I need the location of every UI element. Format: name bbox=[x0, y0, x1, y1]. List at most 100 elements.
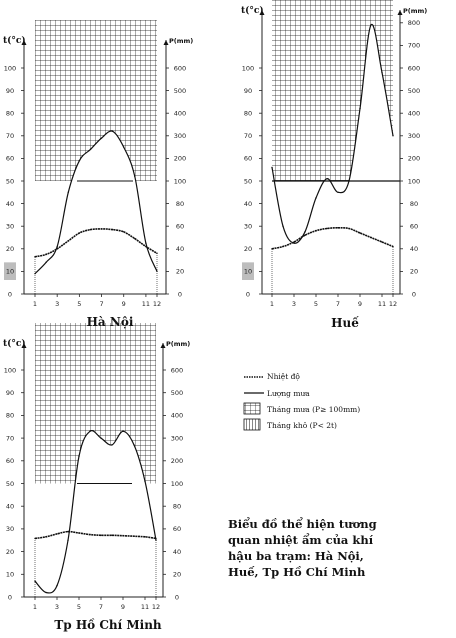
right-tick-label-20: 20 bbox=[410, 268, 418, 276]
temperature-point-2 bbox=[45, 536, 47, 538]
left-tick-label-0: 0 bbox=[8, 290, 12, 298]
x-tick-label-1: 1 bbox=[33, 603, 37, 611]
x-tick-label-3: 3 bbox=[55, 300, 59, 308]
temperature-point-2 bbox=[282, 245, 284, 248]
right-tick-label-0: 0 bbox=[175, 593, 179, 601]
right-tick-label-80: 80 bbox=[173, 503, 181, 511]
left-axis-arrow bbox=[21, 40, 27, 45]
x-tick-label-11: 11 bbox=[142, 300, 150, 308]
right-tick-label-40: 40 bbox=[176, 245, 184, 253]
temperature-point-11 bbox=[145, 245, 147, 248]
temperature-point-4 bbox=[67, 240, 69, 242]
left-tick-label-90: 90 bbox=[6, 87, 14, 95]
rainfall-point-10 bbox=[370, 24, 372, 26]
right-axis-arrow bbox=[160, 343, 166, 348]
right-tick-label-100: 100 bbox=[408, 177, 420, 185]
temperature-point-10 bbox=[133, 535, 135, 537]
left-tick-label-80: 80 bbox=[6, 412, 14, 420]
right-axis-title: P(mm) bbox=[166, 340, 190, 348]
left-tick-label-50: 50 bbox=[6, 177, 14, 185]
rainfall-point-5 bbox=[78, 455, 80, 457]
left-tick-label-0: 0 bbox=[246, 290, 250, 298]
legend-temperature-label: Nhiệt độ bbox=[267, 372, 300, 381]
caption-line-2: quan nhiệt ẩm của khí bbox=[228, 533, 374, 547]
temperature-point-4 bbox=[67, 530, 69, 533]
rainfall-point-10 bbox=[134, 175, 136, 178]
rainfall-point-11 bbox=[144, 480, 146, 482]
temperature-point-3 bbox=[56, 533, 58, 535]
right-tick-label-400: 400 bbox=[408, 110, 420, 118]
wet-months-fill bbox=[35, 323, 156, 484]
right-tick-label-100: 100 bbox=[174, 177, 186, 185]
rainfall-point-4 bbox=[67, 191, 69, 193]
right-tick-label-200: 200 bbox=[408, 155, 420, 163]
rainfall-point-2 bbox=[45, 261, 47, 264]
left-tick-label-100: 100 bbox=[4, 64, 16, 72]
right-tick-label-300: 300 bbox=[408, 132, 420, 140]
right-axis-title: P(mm) bbox=[169, 37, 193, 45]
temperature-point-10 bbox=[370, 236, 372, 239]
x-tick-label-5: 5 bbox=[314, 300, 318, 308]
x-tick-label-1: 1 bbox=[33, 300, 37, 308]
rainfall-point-3 bbox=[293, 242, 295, 244]
right-axis-title: P(mm) bbox=[403, 7, 427, 15]
legend-rainfall-label: Lượng mưa bbox=[267, 389, 310, 398]
x-tick-label-3: 3 bbox=[55, 603, 59, 611]
temperature-line bbox=[34, 228, 158, 258]
station-label-ha-noi: Hà Nội bbox=[87, 315, 134, 329]
rainfall-point-4 bbox=[304, 231, 306, 233]
temperature-point-11 bbox=[144, 536, 146, 538]
rainfall-point-3 bbox=[56, 584, 58, 587]
left-tick-label-80: 80 bbox=[6, 110, 14, 118]
x-tick-label-5: 5 bbox=[77, 603, 81, 611]
right-tick-label-700: 700 bbox=[408, 42, 420, 50]
left-edge-shade bbox=[242, 262, 254, 280]
right-tick-label-600: 600 bbox=[174, 64, 186, 72]
wet-months-fill bbox=[272, 0, 393, 181]
x-tick-label-9: 9 bbox=[122, 300, 126, 308]
x-tick-label-3: 3 bbox=[292, 300, 296, 308]
chart-ha-noi: t(°c) P(mm) 0 10 20 30 40 50 60 70 80 90 100 0 20 40 60 8… bbox=[3, 20, 193, 308]
temperature-point-12 bbox=[392, 245, 394, 248]
left-tick-label-100: 100 bbox=[242, 64, 254, 72]
right-tick-label-600: 600 bbox=[171, 366, 183, 374]
rainfall-point-9 bbox=[359, 107, 361, 110]
rainfall-point-2 bbox=[45, 591, 47, 594]
rainfall-point-9 bbox=[123, 146, 125, 148]
right-tick-label-40: 40 bbox=[410, 245, 418, 253]
chart-hue: t(°c) P(mm) 0 10 20 30 40 50 60 70 80 90 100 0 20 40 60 8… bbox=[241, 0, 427, 308]
temperature-line bbox=[34, 530, 157, 540]
x-tick-label-11: 11 bbox=[378, 300, 386, 308]
legend-wet-months-label: Tháng mưa (P≥ 100mm) bbox=[267, 405, 360, 414]
legend: Nhiệt độ Lượng mưa Tháng mưa (P≥ 100mm) … bbox=[243, 372, 360, 431]
caption-line-3: hậu ba trạm: Hà Nội, bbox=[228, 549, 364, 563]
temperature-point-8 bbox=[348, 227, 350, 230]
temperature-point-7 bbox=[100, 228, 103, 230]
left-axis-title: t(°c) bbox=[3, 338, 26, 349]
rainfall-point-10 bbox=[133, 444, 135, 446]
x-tick-label-5: 5 bbox=[77, 300, 81, 308]
left-tick-label-30: 30 bbox=[6, 525, 14, 533]
left-axis-arrow bbox=[259, 10, 265, 15]
right-tick-label-600: 600 bbox=[408, 64, 420, 72]
right-tick-label-20: 20 bbox=[173, 571, 181, 579]
rainfall-point-4 bbox=[67, 539, 69, 541]
x-tick-label-11: 11 bbox=[141, 603, 149, 611]
legend-dry-months-label: Tháng khô (P< 2t) bbox=[267, 421, 337, 430]
left-tick-label-20: 20 bbox=[244, 245, 252, 253]
right-tick-label-60: 60 bbox=[173, 525, 181, 533]
rainfall-point-11 bbox=[145, 242, 147, 244]
x-tick-label-12: 12 bbox=[389, 300, 397, 308]
left-tick-label-10: 10 bbox=[6, 268, 14, 276]
temperature-point-2 bbox=[45, 253, 47, 256]
rainfall-point-6 bbox=[89, 430, 91, 432]
right-tick-label-800: 800 bbox=[408, 19, 420, 27]
temperature-point-5 bbox=[78, 232, 81, 234]
right-tick-label-60: 60 bbox=[410, 223, 418, 231]
right-tick-label-300: 300 bbox=[174, 132, 186, 140]
left-tick-label-90: 90 bbox=[244, 87, 252, 95]
left-tick-label-10: 10 bbox=[6, 571, 14, 579]
rainfall-point-11 bbox=[381, 71, 383, 74]
temperature-point-7 bbox=[100, 534, 102, 536]
chart-tp-ho-chi-minh: t(°c) P(mm) 0 10 20 30 40 50 60 70 80 90 100 0 20 40 60 8… bbox=[3, 323, 190, 611]
